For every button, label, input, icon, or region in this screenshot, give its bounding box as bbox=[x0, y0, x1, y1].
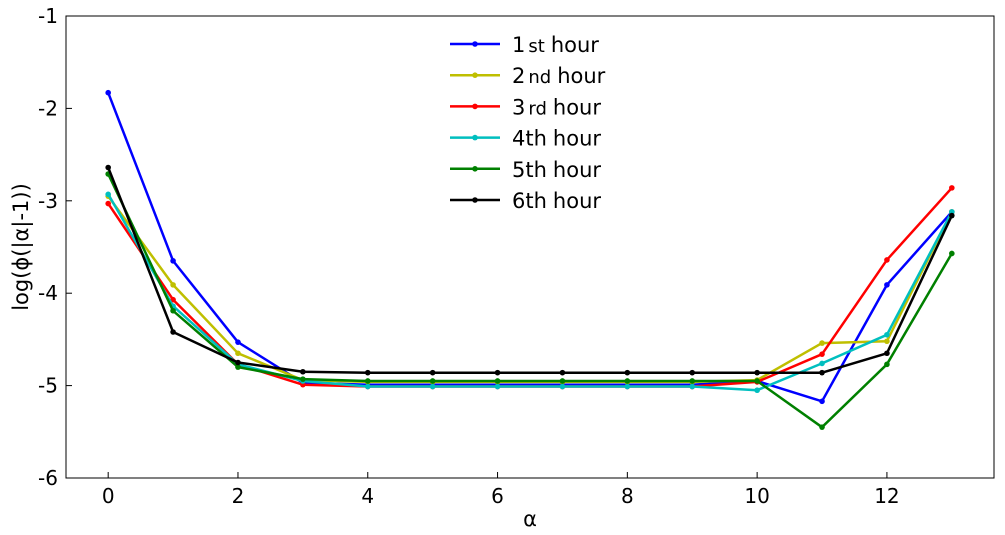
data-point bbox=[819, 398, 825, 405]
data-point bbox=[170, 296, 176, 303]
data-point bbox=[754, 378, 760, 384]
x-axis-label: α bbox=[523, 507, 537, 531]
data-point bbox=[754, 369, 760, 376]
data-point bbox=[819, 360, 825, 367]
data-point bbox=[170, 329, 176, 335]
legend-marker bbox=[472, 134, 478, 141]
x-tick-label: 8 bbox=[621, 484, 634, 508]
data-point bbox=[105, 89, 111, 96]
series-line bbox=[107, 193, 953, 392]
data-point bbox=[689, 378, 696, 384]
y-tick-label: -1 bbox=[38, 4, 58, 28]
data-point bbox=[819, 424, 825, 430]
data-point bbox=[884, 331, 890, 338]
legend-marker bbox=[472, 166, 478, 172]
data-point bbox=[624, 369, 631, 376]
legend-marker bbox=[472, 72, 478, 78]
data-point bbox=[105, 191, 111, 198]
data-point bbox=[364, 383, 371, 390]
data-point bbox=[689, 383, 696, 390]
data-point bbox=[949, 250, 955, 257]
data-point bbox=[235, 350, 241, 357]
data-point bbox=[559, 378, 566, 384]
data-point bbox=[884, 361, 890, 368]
data-point bbox=[624, 378, 631, 384]
legend-label: 5th hour bbox=[512, 158, 601, 182]
data-point bbox=[559, 369, 566, 376]
data-point bbox=[819, 351, 825, 357]
legend-marker bbox=[472, 41, 478, 47]
data-point bbox=[884, 282, 890, 288]
data-point bbox=[429, 383, 436, 390]
data-point bbox=[884, 350, 890, 357]
y-tick-label: -5 bbox=[38, 374, 58, 398]
data-point bbox=[819, 369, 825, 376]
plot-lines bbox=[105, 89, 955, 430]
legend-item: 6th hour bbox=[450, 189, 601, 213]
data-point bbox=[170, 307, 176, 314]
data-point bbox=[689, 369, 696, 376]
x-tick-label: 0 bbox=[102, 484, 115, 508]
y-tick-label: -2 bbox=[38, 96, 58, 120]
x-tick-label: 12 bbox=[874, 484, 899, 508]
data-point bbox=[300, 368, 306, 375]
data-point bbox=[364, 369, 371, 376]
y-tick-label: -3 bbox=[38, 189, 58, 213]
legend-label: 6th hour bbox=[512, 189, 601, 213]
data-point bbox=[754, 387, 760, 394]
plot-frame bbox=[65, 15, 995, 479]
series-line bbox=[107, 187, 953, 388]
x-tick-label: 4 bbox=[361, 484, 374, 508]
series-6 bbox=[105, 164, 955, 376]
y-tick-label: -6 bbox=[38, 466, 58, 490]
legend-marker bbox=[472, 103, 478, 110]
x-tick-label: 2 bbox=[232, 484, 245, 508]
series-line bbox=[107, 167, 953, 374]
x-tick-label: 10 bbox=[744, 484, 769, 508]
data-point bbox=[559, 383, 566, 390]
data-point bbox=[235, 359, 241, 366]
data-point bbox=[624, 383, 631, 390]
data-point bbox=[494, 383, 501, 390]
data-point bbox=[884, 257, 890, 263]
series-line bbox=[107, 92, 953, 403]
legend-item: 4th hour bbox=[450, 127, 601, 151]
data-point bbox=[170, 282, 176, 288]
y-tick-label: -4 bbox=[38, 281, 58, 305]
data-point bbox=[105, 164, 111, 171]
data-point bbox=[949, 185, 955, 191]
data-point bbox=[494, 369, 501, 376]
data-point bbox=[364, 378, 371, 384]
series-line bbox=[107, 173, 953, 429]
series-2 bbox=[105, 193, 955, 385]
data-point bbox=[235, 364, 241, 370]
legend-item: 5th hour bbox=[450, 158, 601, 182]
ticks: 0 2 4 6 8 10 12 -6 -5 -4 -3 -2 -1 bbox=[38, 4, 900, 508]
data-point bbox=[170, 258, 176, 264]
data-point bbox=[949, 212, 955, 219]
legend-marker bbox=[472, 197, 478, 203]
data-point bbox=[300, 376, 306, 382]
x-tick-label: 6 bbox=[491, 484, 504, 508]
data-point bbox=[884, 338, 890, 345]
data-point bbox=[429, 378, 436, 384]
series-line bbox=[107, 195, 953, 384]
data-point bbox=[494, 378, 501, 384]
data-point bbox=[429, 369, 436, 376]
series-5 bbox=[105, 171, 955, 430]
y-axis-label: log(ϕ(|α|-1)) bbox=[9, 183, 34, 311]
legend-label: 4th hour bbox=[512, 127, 601, 151]
data-point bbox=[819, 340, 825, 346]
data-point bbox=[235, 339, 241, 345]
data-point bbox=[105, 200, 111, 207]
